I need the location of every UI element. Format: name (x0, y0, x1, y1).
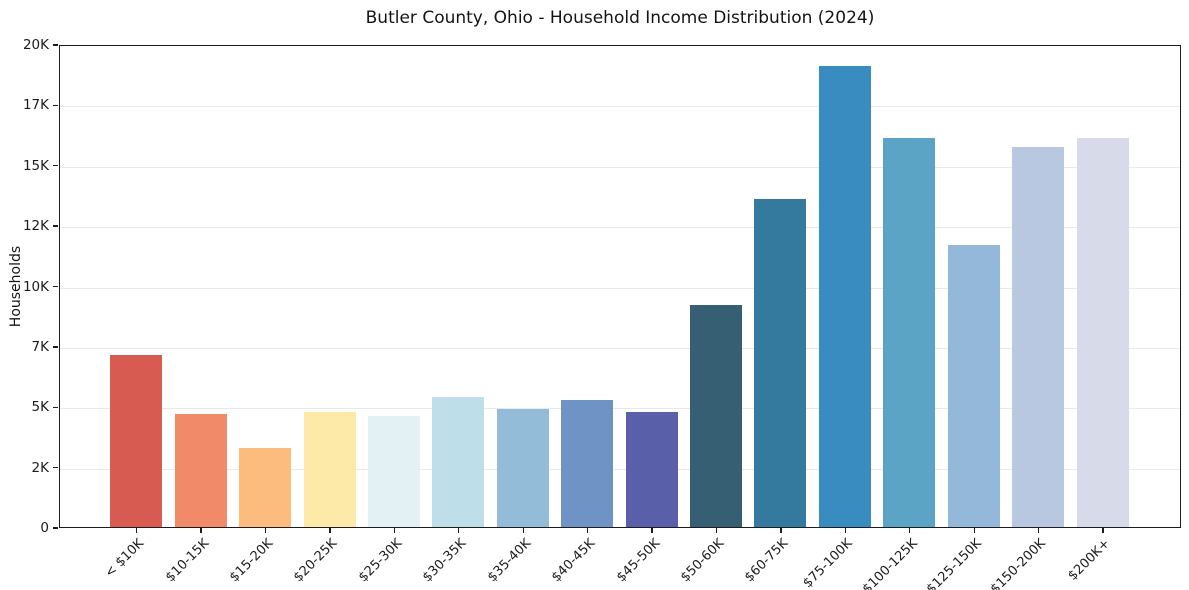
y-tick-label: 15K (22, 157, 49, 174)
x-tick-mark (1102, 528, 1104, 533)
x-tick-mark (651, 528, 653, 533)
bar-$20-25K (303, 411, 356, 527)
x-tick-label-text: $40-45K (549, 536, 599, 586)
x-tick-label-text: $30-35K (420, 536, 470, 586)
y-tick-label: 5K (31, 399, 49, 416)
bar-$10-15K (174, 414, 227, 527)
y-tick-label: 20K (22, 37, 49, 53)
x-tick-mark (909, 528, 911, 533)
x-tick-mark (715, 528, 718, 533)
y-tick-mark (53, 104, 58, 107)
x-tick-label-text: $35-40K (484, 536, 534, 586)
bar-$60-75K (754, 198, 807, 527)
x-tick-label-text: $15-20K (226, 536, 277, 586)
x-tick-label-text: $75-100K (800, 536, 856, 590)
bar-$75-100K (818, 66, 871, 527)
y-tick-label: 7K (31, 338, 49, 355)
gridline (60, 227, 1180, 229)
y-tick-mark (53, 346, 58, 348)
gridline (60, 468, 1180, 470)
bar-$35-40K (496, 409, 549, 527)
x-tick-label-text: $50-60K (677, 536, 728, 586)
x-tick-mark (264, 528, 267, 533)
x-tick-label-text: $100-125K (859, 536, 921, 590)
x-tick-label-text: < $10K (102, 536, 148, 581)
x-tick-mark (393, 528, 396, 533)
x-tick-mark (973, 528, 975, 533)
x-tick-label-text: $150-200K (988, 536, 1050, 590)
x-tick-mark (136, 528, 138, 533)
plot-area (59, 45, 1181, 528)
gridline (60, 106, 1180, 108)
x-tick-label-text: $60-75K (742, 536, 792, 586)
gridline (60, 166, 1180, 168)
y-tick-mark (53, 527, 58, 529)
y-tick-mark (53, 225, 58, 227)
y-tick-mark (53, 165, 58, 167)
bar-$45-50K (625, 411, 678, 527)
x-tick-label-text: $45-50K (613, 536, 663, 586)
x-tick-mark (780, 528, 782, 533)
bar-$25-30K (367, 415, 420, 527)
x-tick-mark (844, 528, 846, 533)
y-tick-label: 12K (22, 218, 49, 235)
bar-$50-60K (690, 305, 742, 527)
bar-$15-20K (239, 448, 291, 527)
x-tick-mark (522, 528, 524, 533)
bar-$40-45K (561, 399, 614, 527)
chart-title: Butler County, Ohio - Household Income D… (365, 8, 875, 28)
y-tick-mark (53, 406, 58, 408)
y-tick-mark (53, 285, 58, 288)
bar-$150-200K (1012, 146, 1065, 527)
x-tick-label-text: $125-150K (923, 536, 985, 590)
x-tick-mark (458, 528, 460, 533)
x-tick-label-text: $10-15K (162, 536, 212, 586)
y-tick-label: 2K (31, 459, 49, 476)
x-tick-mark (1037, 528, 1040, 533)
x-tick-mark (200, 528, 202, 533)
y-tick-label: 10K (22, 278, 49, 295)
gridline (60, 287, 1180, 289)
bar-$125-150K (947, 244, 1000, 527)
bar-$100-125K (883, 137, 936, 527)
x-tick-label-text: $20-25K (291, 536, 341, 586)
x-tick-mark (586, 528, 589, 533)
bar-< $10K (110, 355, 163, 527)
x-tick-label-text: $200K+ (1065, 536, 1114, 584)
y-tick-label: 17K (22, 97, 49, 114)
x-tick-label-text: $25-30K (355, 536, 405, 586)
y-tick-mark (53, 44, 58, 46)
y-tick-mark (53, 466, 58, 469)
gridline (60, 408, 1180, 410)
bar-$30-35K (432, 397, 485, 527)
y-tick-label: 0 (40, 520, 49, 536)
bar-$200K+ (1076, 138, 1129, 527)
gridline (60, 347, 1180, 349)
x-tick-mark (329, 528, 331, 533)
